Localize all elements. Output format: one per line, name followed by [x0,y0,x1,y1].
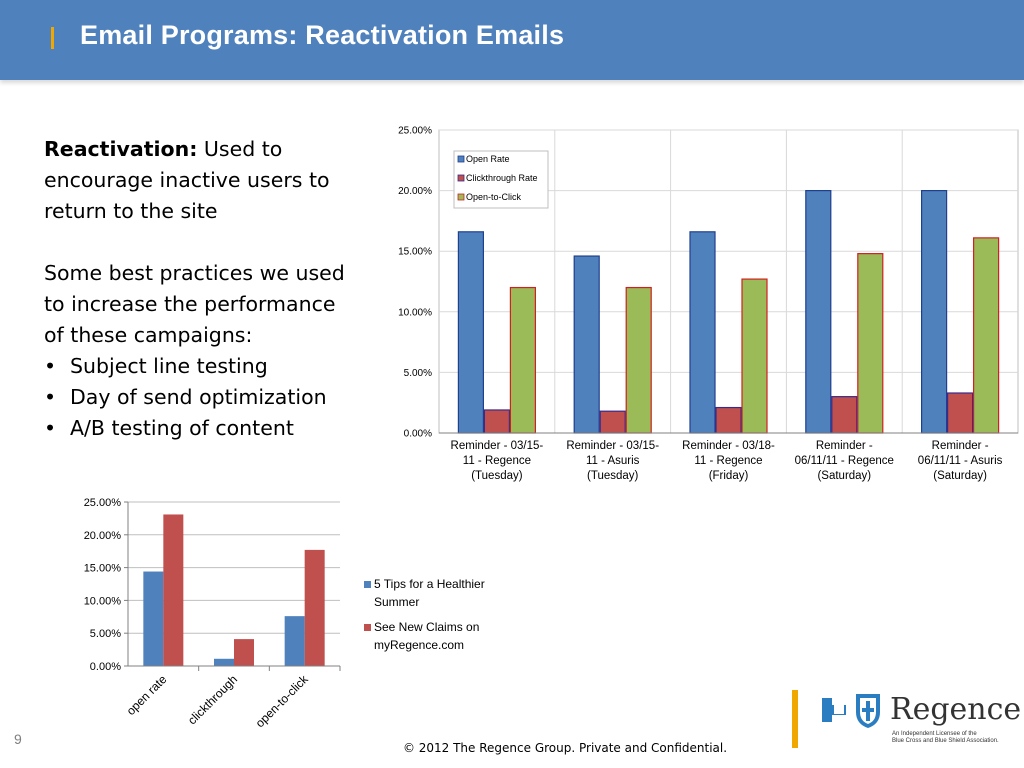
legend-swatch [457,174,465,182]
bar [234,639,254,666]
slide-number: 9 [14,731,22,747]
x-tick-label: 06/11/11 - Asuris [918,455,1003,467]
intro-bold: Reactivation: [44,137,198,161]
legend-label: Open-to-Click [466,192,522,202]
logo-subtext: An Independent Licensee of the Blue Cros… [892,731,1022,745]
bar [972,237,1000,434]
bar [284,616,305,666]
x-tick-label: open rate [124,672,170,718]
bar [599,410,626,434]
y-tick-label: 10.00% [398,307,432,318]
x-tick-label: (Friday) [709,470,749,482]
x-tick-label: (Saturday) [933,470,987,482]
x-tick-label: 11 - Regence [694,455,762,467]
y-tick-label: 5.00% [404,368,432,379]
x-tick-label: clickthrough [185,672,240,727]
bar [214,658,234,666]
y-tick-label: 25.00% [398,126,432,137]
legend-swatch [364,581,371,588]
x-tick-label: Reminder - [816,440,873,452]
bar [805,189,832,434]
x-tick-label: open-to-click [253,672,312,731]
page-title: Email Programs: Reactivation Emails [80,20,565,50]
y-tick-label: 10.00% [84,595,122,607]
title-accent-bar [51,27,54,49]
practices-line-2: to increase the performance [44,292,336,316]
x-tick-label: Reminder - [932,440,989,452]
x-tick-label: (Saturday) [817,470,871,482]
practices-line-3: of these campaigns: [44,323,253,347]
y-tick-label: 25.00% [84,497,122,509]
intro-line-3: return to the site [44,199,218,223]
legend-label: 5 Tips for a Healthier [374,577,485,591]
intro-line-2: encourage inactive users to [44,168,330,192]
bar [741,278,768,434]
bar [509,286,536,434]
logo-subtext-line-2: Blue Cross and Blue Shield Association. [892,738,999,744]
y-tick-label: 15.00% [84,563,122,575]
legend-label: myRegence.com [374,638,464,652]
best-practices-list: Subject line testing Day of send optimiz… [44,351,364,444]
practices-line-1: Some best practices we used [44,261,345,285]
legend-label: See New Claims on [374,620,479,634]
bar [483,409,511,434]
blue-cross-shield-icon [822,694,880,728]
legend-swatch [457,155,465,163]
legend-swatch [364,624,371,631]
bar [946,392,974,434]
x-tick-label: Reminder - 03/18- [682,440,775,452]
copyright-notice: © 2012 The Regence Group. Private and Co… [402,741,728,755]
body-text: Reactivation: Used to encourage inactive… [44,134,364,444]
y-tick-label: 20.00% [84,530,122,542]
x-tick-label: 11 - Regence [463,455,531,467]
bar [689,231,716,434]
bar [920,189,948,434]
bar [715,406,742,434]
intro-rest: Used to [197,137,283,161]
y-tick-label: 0.00% [404,429,432,440]
x-tick-label: (Tuesday) [471,470,523,482]
reactivation-rates-chart: 0.00% 5.00% 10.00% 15.00% 20.00% 25.00% Remind… [398,126,1019,482]
x-tick-label: Reminder - 03/15- [451,440,544,452]
bar [304,549,325,666]
bar [143,571,164,666]
legend-box [453,150,549,209]
x-tick-label: Reminder - 03/15- [566,440,659,452]
y-tick-label: 20.00% [398,186,432,197]
bar [573,255,600,434]
x-tick-label: 11 - Asuris [586,455,640,467]
legend-label: Summer [374,595,419,609]
logo-subtext-line-1: An Independent Licensee of the [892,731,977,737]
bar [457,231,485,434]
y-tick-label: 15.00% [398,247,432,258]
y-tick-label: 0.00% [90,661,121,673]
intro-line-1: Reactivation: Used to [44,134,364,165]
legend-label: Clickthrough Rate [466,173,538,183]
list-item: A/B testing of content [44,413,364,444]
legend-label: Open Rate [466,154,510,164]
title-bar: Email Programs: Reactivation Emails [0,0,1024,80]
regence-logo-text: Regence [890,692,1022,727]
list-item: Day of send optimization [44,382,364,413]
y-tick-label: 5.00% [90,628,121,640]
bar [625,286,652,434]
bar [163,514,184,666]
list-item: Subject line testing [44,351,364,382]
bar [831,396,858,434]
x-tick-label: 06/11/11 - Regence [795,455,894,467]
x-tick-label: (Tuesday) [587,470,639,482]
campaign-comparison-chart: 0.00% 5.00% 10.00% 15.00% 20.00% 25.00% open r… [84,497,485,731]
logo-accent-bar [792,690,798,748]
bar [857,253,884,434]
legend-swatch [457,193,465,201]
